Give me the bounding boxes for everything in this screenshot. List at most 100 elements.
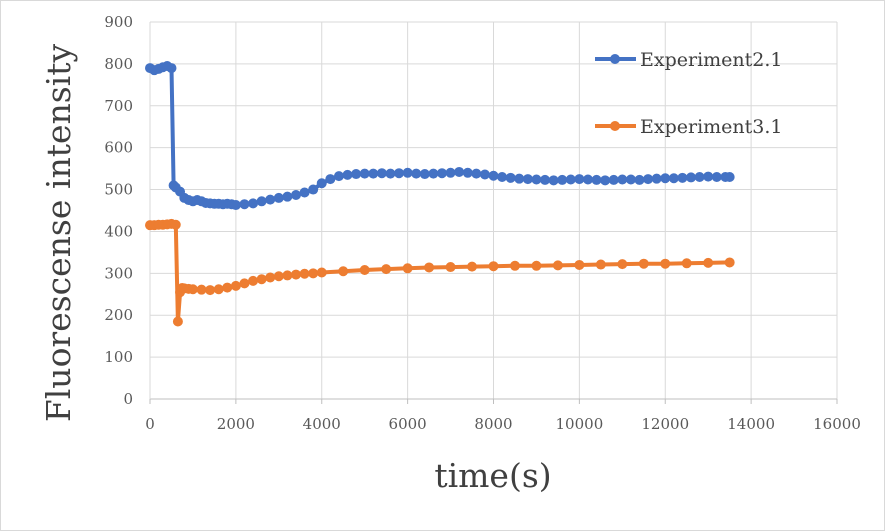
data-point bbox=[239, 278, 250, 289]
data-point bbox=[351, 169, 362, 180]
data-point bbox=[256, 274, 267, 285]
data-point bbox=[703, 171, 714, 182]
data-point bbox=[608, 174, 619, 185]
data-point bbox=[660, 173, 671, 184]
data-point bbox=[205, 285, 216, 296]
data-point bbox=[514, 173, 525, 184]
data-point bbox=[230, 280, 241, 291]
data-point bbox=[711, 171, 722, 182]
data-point bbox=[638, 258, 649, 269]
data-point bbox=[265, 272, 276, 283]
data-point bbox=[677, 172, 688, 183]
data-point bbox=[359, 264, 370, 275]
data-point bbox=[359, 168, 370, 179]
y-tick-label: 800 bbox=[104, 55, 133, 73]
data-point bbox=[273, 271, 284, 282]
legend: Experiment2.1 Experiment3.1 bbox=[595, 49, 783, 138]
data-point bbox=[394, 168, 405, 179]
data-point bbox=[411, 168, 422, 179]
data-point bbox=[591, 174, 602, 185]
data-point bbox=[660, 258, 671, 269]
y-tick-label: 600 bbox=[104, 139, 133, 157]
data-point bbox=[557, 174, 568, 185]
data-point bbox=[299, 187, 310, 198]
y-tick-label: 300 bbox=[104, 264, 133, 282]
y-axis-title: Fluorescense intensity bbox=[39, 44, 78, 423]
data-point bbox=[471, 168, 482, 179]
legend-label: Experiment3.1 bbox=[640, 116, 783, 138]
data-point bbox=[531, 174, 542, 185]
data-point bbox=[681, 258, 692, 269]
x-tick-label: 2000 bbox=[217, 415, 255, 433]
data-point bbox=[299, 268, 310, 279]
series-line bbox=[150, 221, 730, 324]
legend-label: Experiment2.1 bbox=[640, 49, 783, 71]
data-point bbox=[368, 168, 379, 179]
data-point bbox=[265, 194, 276, 205]
data-point bbox=[248, 198, 259, 209]
data-point bbox=[282, 270, 293, 281]
data-point bbox=[582, 174, 593, 185]
y-tick-label: 100 bbox=[104, 348, 133, 366]
y-tick-label: 400 bbox=[104, 222, 133, 240]
data-point bbox=[454, 166, 465, 177]
data-point bbox=[316, 178, 327, 189]
y-tick-label: 700 bbox=[104, 97, 133, 115]
data-point bbox=[385, 168, 396, 179]
data-point bbox=[282, 191, 293, 202]
data-point bbox=[170, 219, 181, 230]
legend-entry-experiment3-1: Experiment3.1 bbox=[595, 116, 783, 138]
data-point bbox=[402, 263, 413, 274]
data-point bbox=[724, 257, 735, 268]
data-point bbox=[290, 190, 301, 201]
data-point bbox=[497, 171, 508, 182]
data-point bbox=[668, 173, 679, 184]
data-point bbox=[686, 172, 697, 183]
data-point bbox=[488, 261, 499, 272]
data-point bbox=[308, 184, 319, 195]
x-tick-label: 12000 bbox=[641, 415, 689, 433]
y-tick-label: 200 bbox=[104, 306, 133, 324]
data-point bbox=[316, 267, 327, 278]
data-point bbox=[505, 172, 516, 183]
legend-entry-experiment2-1: Experiment2.1 bbox=[595, 49, 783, 71]
data-point bbox=[522, 174, 533, 185]
data-point bbox=[381, 264, 392, 275]
legend-swatch-marker bbox=[610, 54, 620, 64]
data-point bbox=[703, 257, 714, 268]
series-experiment3-1 bbox=[145, 218, 735, 327]
data-point bbox=[724, 171, 735, 182]
data-point bbox=[166, 63, 177, 74]
axes bbox=[149, 22, 838, 404]
data-point bbox=[424, 262, 435, 273]
x-tick-label: 6000 bbox=[389, 415, 427, 433]
data-point bbox=[445, 262, 456, 273]
data-point bbox=[196, 284, 207, 295]
x-tick-label: 16000 bbox=[813, 415, 861, 433]
data-point bbox=[333, 171, 344, 182]
data-point bbox=[531, 260, 542, 271]
data-point bbox=[338, 266, 349, 277]
data-point bbox=[239, 199, 250, 210]
x-tick-label: 8000 bbox=[474, 415, 512, 433]
data-point bbox=[187, 284, 198, 295]
legend-swatch-marker bbox=[610, 121, 620, 131]
data-point bbox=[256, 196, 267, 207]
data-point bbox=[617, 174, 628, 185]
gridlines bbox=[150, 21, 838, 399]
data-point bbox=[552, 260, 563, 271]
data-point bbox=[308, 268, 319, 279]
y-tick-label: 900 bbox=[104, 13, 133, 31]
data-point bbox=[445, 167, 456, 178]
data-point bbox=[462, 167, 473, 178]
data-point bbox=[172, 316, 183, 327]
data-point bbox=[634, 174, 645, 185]
x-tick-label: 10000 bbox=[556, 415, 604, 433]
data-point bbox=[574, 259, 585, 270]
data-point bbox=[325, 174, 336, 185]
data-point bbox=[376, 168, 387, 179]
data-series bbox=[145, 60, 735, 327]
data-point bbox=[651, 173, 662, 184]
data-point bbox=[213, 284, 224, 295]
data-point bbox=[595, 259, 606, 270]
